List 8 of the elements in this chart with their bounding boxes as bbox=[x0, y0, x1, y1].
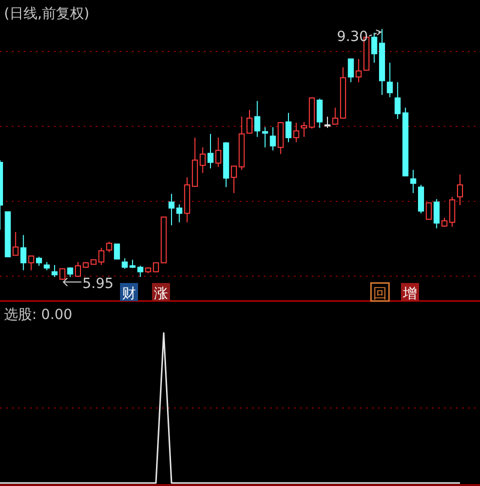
event-tag: 涨 bbox=[152, 283, 170, 302]
event-tag: 财 bbox=[120, 283, 138, 302]
chart-title: (日线,前复权) bbox=[4, 6, 90, 22]
annotation: 5.95 bbox=[82, 276, 114, 292]
event-tag: 增 bbox=[401, 283, 419, 302]
chart-title: 选股: 0.00 bbox=[4, 307, 72, 323]
annotation: 9.30 bbox=[336, 29, 368, 45]
event-tag: 回 bbox=[370, 282, 390, 302]
